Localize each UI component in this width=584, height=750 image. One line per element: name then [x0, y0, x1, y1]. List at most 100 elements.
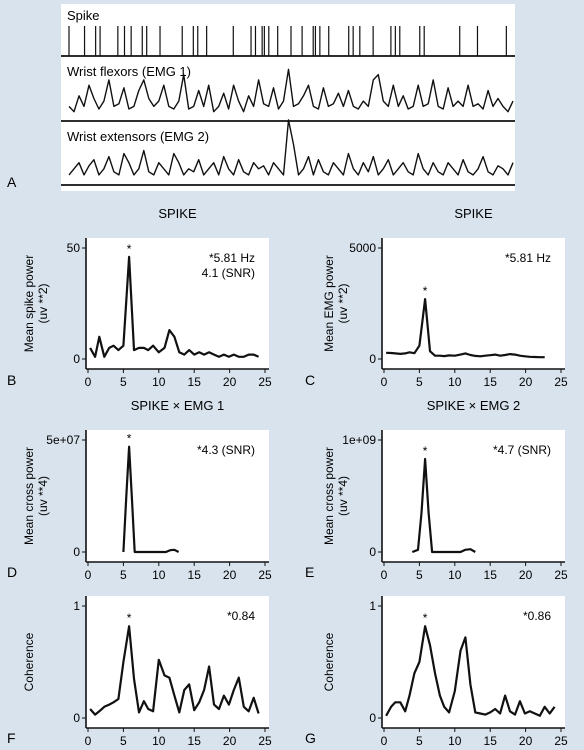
spectrum-line	[89, 625, 260, 716]
panel-title: SPIKE × EMG 2	[427, 398, 521, 413]
peak-marker: *	[127, 242, 132, 256]
y-tick-label: 1	[369, 599, 376, 613]
panel-e: SPIKE × EMG 2 0 5 10 15 20 25 0 1e+09 Mean cross …	[322, 398, 568, 582]
panel-d: SPIKE × EMG 1 0 5 10 15 20 25 0 5e+07 Mean cross …	[22, 398, 272, 582]
annotation-text: 4.1 (SNR)	[202, 266, 255, 280]
annotation-text: *0.84	[227, 609, 255, 623]
peak-marker: *	[423, 611, 428, 625]
panel-f: 0 5 10 15 20 25 0 1 Coherence * *0.84	[22, 596, 272, 748]
y-axis-label: Mean spike power	[22, 255, 36, 352]
x-tick-label: 25	[554, 568, 568, 582]
x-tick-label: 15	[188, 568, 202, 582]
peak-marker: *	[423, 444, 428, 458]
x-tick-label: 5	[120, 734, 127, 748]
x-tick-label: 10	[152, 375, 166, 389]
x-tick-label: 5	[416, 375, 423, 389]
y-tick-label: 50	[67, 241, 81, 255]
y-axis-label: Mean EMG power	[322, 255, 336, 352]
x-tick-label: 25	[258, 568, 272, 582]
spectrum-line	[385, 625, 556, 717]
x-tick-label: 0	[381, 568, 388, 582]
trace-label: Spike	[67, 8, 100, 23]
x-tick-label: 0	[85, 568, 92, 582]
y-tick-label: 0	[73, 352, 80, 366]
plot-area	[382, 238, 565, 369]
x-tick-label: 25	[258, 375, 272, 389]
x-tick-label: 20	[223, 375, 237, 389]
annotation-text: *4.3 (SNR)	[197, 443, 255, 457]
y-axis-label: Coherence	[322, 632, 336, 691]
x-tick-label: 15	[188, 734, 202, 748]
y-axis-label: Coherence	[22, 632, 36, 691]
x-tick-label: 15	[484, 734, 498, 748]
x-tick-label: 5	[120, 375, 127, 389]
annotation-text: *5.81 Hz	[505, 251, 551, 265]
spectrum-line	[89, 255, 260, 358]
panel-a: Spike Wrist flexors (EMG 1) Wrist extensor…	[61, 8, 515, 186]
x-tick-label: 15	[484, 375, 498, 389]
peak-marker: *	[127, 432, 132, 446]
y-tick-label: 0	[73, 545, 80, 559]
annotation-text: *4.7 (SNR)	[493, 443, 551, 457]
x-tick-label: 20	[223, 568, 237, 582]
y-axis-label: (uv **2)	[36, 283, 50, 323]
x-tick-label: 0	[381, 734, 388, 748]
y-tick-label: 0	[369, 352, 376, 366]
y-axis-label: (uv **4)	[336, 476, 350, 516]
y-axis-label: Mean cross power	[322, 447, 336, 545]
x-tick-label: 0	[381, 375, 388, 389]
x-tick-label: 20	[223, 734, 237, 748]
x-tick-label: 10	[152, 568, 166, 582]
trace-label: Wrist flexors (EMG 1)	[67, 64, 191, 79]
plot-area	[86, 430, 269, 562]
x-tick-label: 5	[120, 568, 127, 582]
annotation-text: *0.86	[523, 609, 551, 623]
spectrum-line	[122, 445, 180, 554]
panel-title: SPIKE	[454, 206, 493, 221]
y-tick-label: 0	[73, 711, 80, 725]
emg-trace	[68, 119, 514, 176]
peak-marker: *	[423, 284, 428, 298]
y-tick-label: 1e+09	[342, 433, 376, 447]
spectrum-line	[411, 457, 476, 554]
y-axis-label: Mean cross power	[22, 447, 36, 545]
panel-letter-b: B	[7, 372, 16, 388]
panel-g: 0 5 10 15 20 25 0 1 Coherence * *0.86	[322, 596, 568, 748]
x-tick-label: 25	[554, 734, 568, 748]
panel-c: SPIKE 0 5 10 15 20 25 0 5000 Mean EMG power (uv **…	[322, 206, 568, 389]
plot-area	[382, 430, 565, 562]
panel-title: SPIKE	[158, 206, 197, 221]
x-tick-label: 15	[484, 568, 498, 582]
x-tick-label: 0	[85, 734, 92, 748]
panel-letter-d: D	[7, 564, 17, 580]
spectrum-line	[386, 298, 545, 359]
y-axis-label: (uv **4)	[36, 476, 50, 516]
x-tick-label: 20	[519, 734, 533, 748]
x-tick-label: 20	[519, 375, 533, 389]
x-tick-label: 10	[152, 734, 166, 748]
y-tick-label: 0	[369, 711, 376, 725]
y-tick-label: 0	[369, 545, 376, 559]
panel-b: SPIKE 0 5 10 15 20 25 0 50 Mean spike power (uv **…	[22, 206, 272, 389]
panel-letter-a: A	[7, 174, 17, 190]
x-tick-label: 10	[448, 375, 462, 389]
emg-trace	[68, 68, 514, 113]
x-tick-label: 10	[448, 734, 462, 748]
panel-letter-e: E	[305, 564, 314, 580]
annotation-text: *5.81 Hz	[209, 251, 255, 265]
y-tick-label: 5e+07	[46, 433, 80, 447]
x-tick-label: 25	[554, 375, 568, 389]
y-axis-label: (uv **2)	[336, 283, 350, 323]
panel-letter-f: F	[7, 730, 16, 746]
x-tick-label: 20	[519, 568, 533, 582]
x-tick-label: 0	[85, 375, 92, 389]
y-tick-label: 5000	[349, 241, 376, 255]
panel-letter-g: G	[305, 730, 316, 746]
y-tick-label: 1	[73, 599, 80, 613]
panel-title: SPIKE × EMG 1	[131, 398, 225, 413]
trace-label: Wrist extensors (EMG 2)	[67, 129, 209, 144]
peak-marker: *	[127, 611, 132, 625]
x-tick-label: 15	[188, 375, 202, 389]
panel-letter-c: C	[305, 372, 315, 388]
